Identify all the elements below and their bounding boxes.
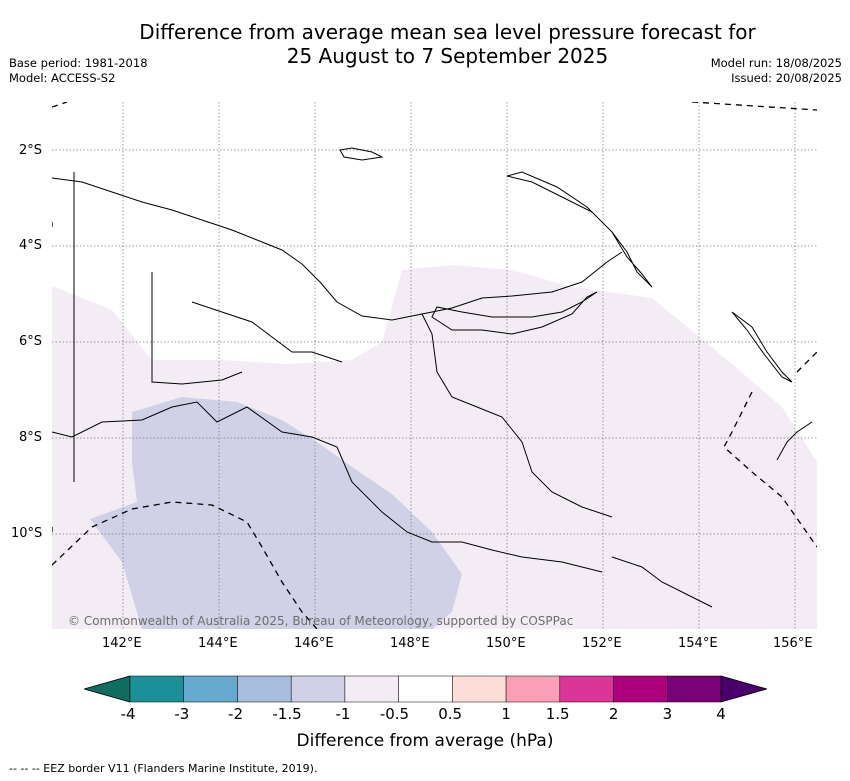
map-title: Difference from average mean sea level p…: [0, 20, 850, 68]
lat-label-10s: 10°S: [11, 526, 43, 541]
colorbar-tick-label: 4: [716, 705, 726, 723]
graticule: [52, 102, 817, 629]
colorbar-segment: [452, 675, 507, 703]
anomaly-region-mid: [90, 397, 462, 629]
colorbar-segment: [398, 675, 453, 703]
lat-label-6s: 6°S: [19, 334, 43, 349]
colorbar-segment: [559, 675, 614, 703]
coastlines: [52, 147, 813, 608]
lat-label-8s: 8°S: [19, 430, 43, 445]
colorbar-tick-label: -0.5: [379, 705, 410, 723]
colorbar-segment: [290, 675, 346, 703]
lat-label-2s: 2°S: [19, 143, 43, 158]
colorbar-segment: [183, 675, 238, 703]
colorbar-segment: [344, 675, 399, 703]
colorbar-tick-label: 2: [608, 705, 619, 723]
colorbar-tick-label: -2: [228, 705, 244, 723]
colorbar: [84, 675, 767, 703]
colorbar-segment: [667, 675, 722, 703]
solomon-islands: [776, 421, 813, 461]
colorbar-tick-label: -4: [120, 705, 136, 723]
colorbar-extend-low: [84, 675, 131, 703]
lon-label-154e: 154°E: [678, 636, 718, 651]
lat-label-4s: 4°S: [19, 238, 43, 253]
colorbar-segment: [237, 675, 292, 703]
title-line-2: 25 August to 7 September 2025: [286, 44, 609, 68]
new-guinea-north-coast: [52, 177, 623, 321]
colorbar-tick-label: -1.5: [272, 705, 302, 723]
model-name: Model: ACCESS-S2: [9, 71, 116, 85]
colorbar-tick-label: 1: [501, 705, 511, 723]
papuan-peninsula: [421, 313, 613, 518]
lon-label-142e: 142°E: [102, 636, 142, 651]
lon-label-148e: 148°E: [390, 636, 430, 651]
eez-legend-note: -- -- -- EEZ border V11 (Flanders Marine…: [9, 762, 318, 775]
colorbar-tick-label: 1.5: [545, 705, 570, 723]
colorbar-label: Difference from average (hPa): [296, 731, 554, 751]
louisiade-islands: [611, 556, 713, 608]
lon-label-152e: 152°E: [582, 636, 622, 651]
title-line-1: Difference from average mean sea level p…: [139, 20, 756, 44]
lon-label-146e: 146°E: [294, 636, 334, 651]
west-coast: [52, 401, 603, 573]
colorbar-segment: [613, 675, 668, 703]
colorbar-segment: [505, 675, 561, 703]
colorbar-extend-high: [720, 675, 767, 703]
base-period: Base period: 1981-2018: [9, 56, 148, 70]
colorbar-tick-label: 0.5: [438, 705, 463, 723]
bougainville: [731, 311, 793, 383]
colorbar-tick-label: -3: [174, 705, 190, 723]
colorbar-segment: [129, 675, 184, 703]
eez-borders: [52, 102, 817, 629]
lon-label-144e: 144°E: [198, 636, 238, 651]
meta-right: Model run: 18/08/2025 Issued: 20/08/2025: [711, 56, 842, 86]
issued-date: Issued: 20/08/2025: [731, 71, 842, 85]
lon-label-156e: 156°E: [773, 636, 813, 651]
copyright-notice: © Commonwealth of Australia 2025, Bureau…: [68, 614, 574, 628]
new-guinea-highlands-border: [191, 301, 343, 363]
model-run: Model run: 18/08/2025: [710, 56, 842, 70]
new-ireland: [506, 171, 653, 288]
new-britain: [431, 291, 598, 335]
map-canvas: [52, 102, 817, 629]
border-png: [151, 272, 243, 385]
manus-island: [339, 147, 384, 161]
meta-left: Base period: 1981-2018 Model: ACCESS-S2: [9, 56, 148, 86]
colorbar-tick-label: 3: [662, 705, 673, 723]
lon-label-150e: 150°E: [486, 636, 526, 651]
colorbar-tick-label: -1: [335, 705, 351, 723]
